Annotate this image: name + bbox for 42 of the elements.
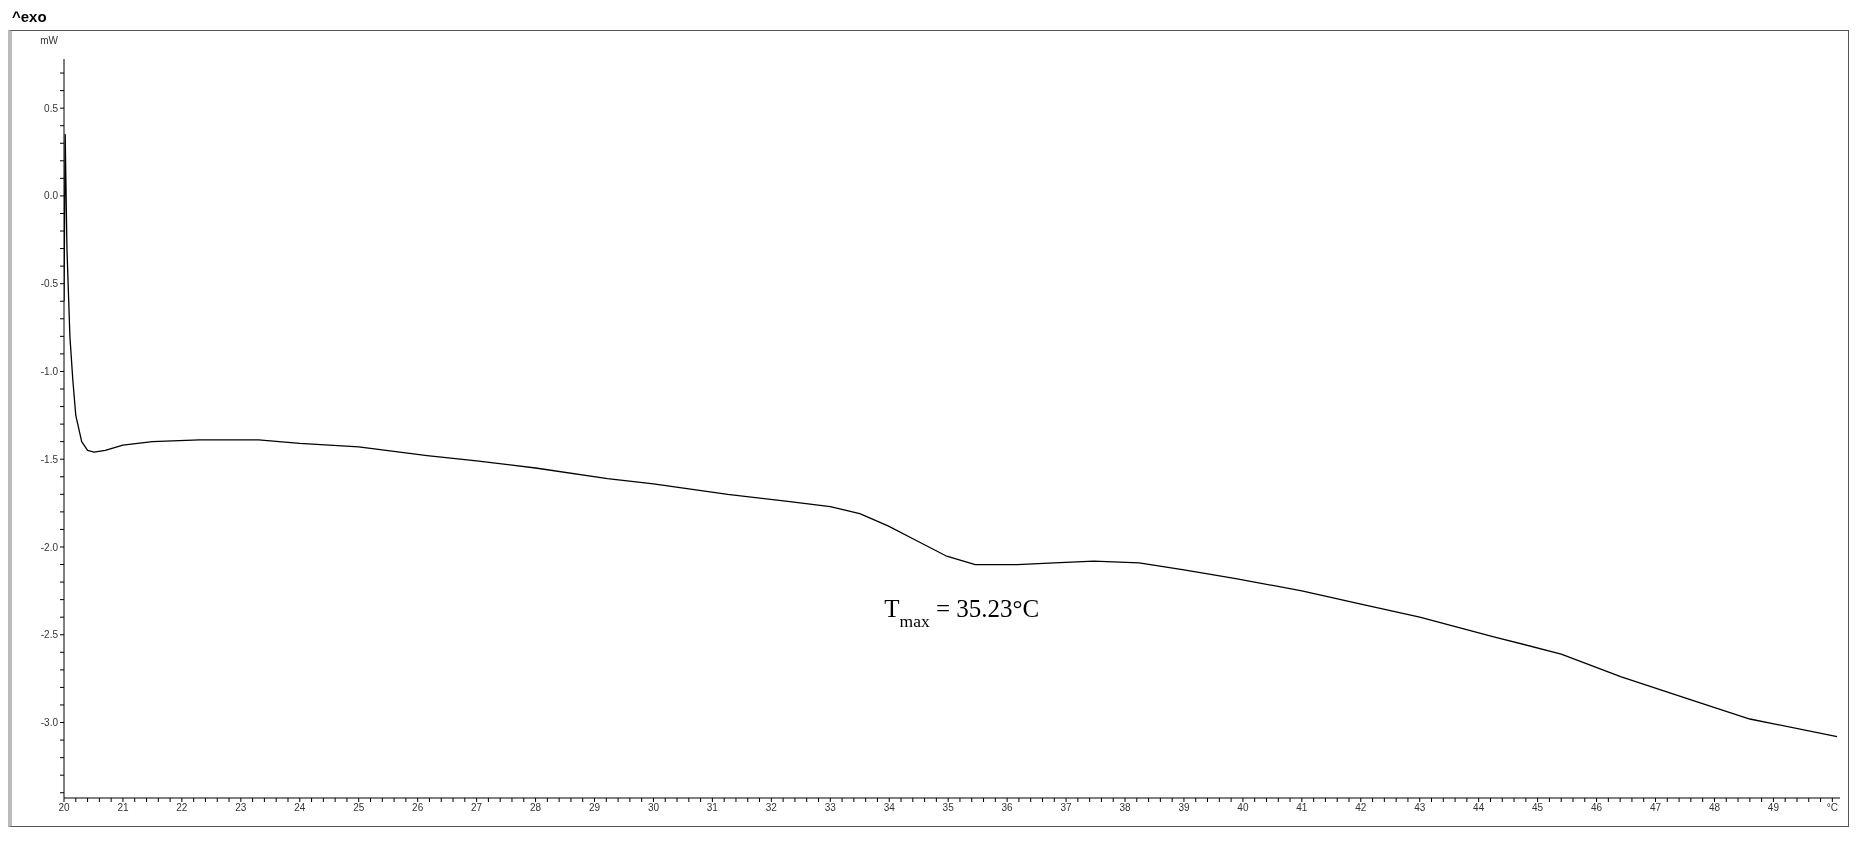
annotation: T$_{max}$ = 35.23°C [884,594,1040,631]
y-tick-label: 0.0 [44,190,59,202]
x-tick-label: 22 [176,802,188,814]
x-tick-label: 41 [1296,802,1308,814]
x-tick-label: 23 [235,802,247,814]
x-tick-label: 40 [1237,802,1249,814]
x-tick-label: 20 [58,802,70,814]
x-tick-label: 28 [529,802,542,814]
x-tick-label: 26 [412,802,424,814]
y-tick-label: -3.0 [40,717,59,729]
x-tick-label: 24 [294,802,306,814]
x-tick-label: 48 [1708,802,1721,814]
x-tick-label: 36 [1001,802,1014,814]
x-tick-label: 42 [1355,802,1367,814]
x-tick-label: 35 [942,802,955,814]
text: ^exo [12,8,47,25]
x-tick-label: 34 [883,802,896,814]
x-tick-label: 32 [765,802,778,814]
y-tick-label: 0.5 [44,102,59,114]
x-tick-label: 37 [1060,802,1073,814]
x-tick-label: 21 [117,802,129,814]
x-tick-label: 25 [353,802,365,814]
y-tick-label: -1.5 [40,453,59,465]
y-axis-title: mW [40,35,59,47]
x-tick-label: 29 [588,802,601,814]
y-tick-label: -0.5 [40,278,59,290]
x-tick-label: 43 [1414,802,1426,814]
x-tick-label: 27 [471,802,483,814]
y-tick-label: -2.0 [40,541,59,553]
x-tick-label: 31 [706,802,719,814]
x-tick-label: 45 [1532,802,1544,814]
x-tick-label: 38 [1119,802,1131,814]
x-tick-label: 44 [1473,802,1485,814]
x-tick-label: °C [1826,802,1838,814]
x-tick-label: 46 [1591,802,1603,814]
x-tick-label: 49 [1767,802,1780,814]
y-tick-label: -1.0 [40,366,59,377]
x-tick-label: 47 [1649,802,1662,814]
x-tick-label: 39 [1178,802,1190,814]
y-tick-label: -2.5 [40,629,59,641]
x-tick-label: 33 [824,802,837,814]
x-tick-label: 30 [647,802,660,814]
